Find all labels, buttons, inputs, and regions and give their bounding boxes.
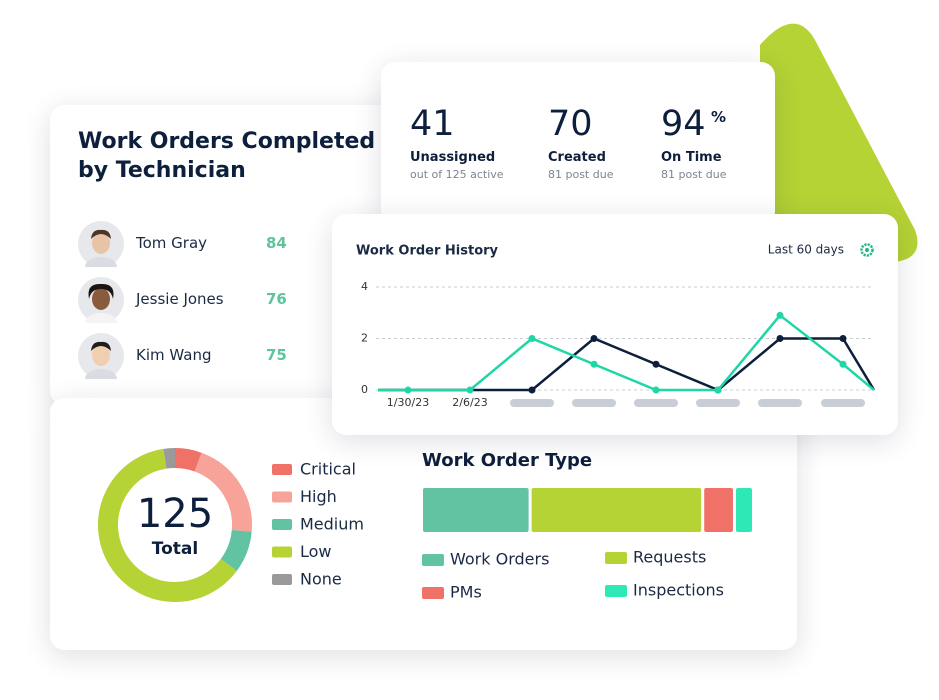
x-tick-label: 1/30/23 bbox=[387, 396, 429, 409]
data-point bbox=[466, 386, 474, 394]
data-point bbox=[714, 386, 722, 394]
stat-value: 41 bbox=[410, 104, 455, 144]
history-card: Work Order History Last 60 days 0 2 4 1/30/23… bbox=[332, 214, 898, 435]
stat-label: Unassigned bbox=[410, 150, 496, 165]
avatar-face bbox=[92, 344, 110, 366]
type-segment bbox=[736, 488, 752, 532]
stat-sub: out of 125 active bbox=[410, 168, 504, 181]
avatar bbox=[78, 277, 124, 323]
donut-segment bbox=[163, 448, 176, 469]
stat-unit: % bbox=[711, 108, 727, 126]
avatar-body bbox=[85, 257, 117, 267]
stat-label: On Time bbox=[661, 150, 722, 165]
data-point bbox=[590, 335, 598, 342]
y-tick-label: 2 bbox=[361, 332, 368, 345]
technician-name: Jessie Jones bbox=[136, 290, 224, 308]
avatar-hair bbox=[88, 283, 114, 299]
stat-sub: 81 post due bbox=[661, 168, 727, 181]
section-title: Work Order Type bbox=[422, 450, 593, 471]
label-placeholder bbox=[696, 399, 740, 407]
data-point bbox=[776, 311, 784, 319]
y-tick-label: 4 bbox=[361, 280, 368, 293]
data-point bbox=[839, 335, 847, 342]
data-point bbox=[404, 386, 412, 394]
data-point bbox=[528, 335, 536, 342]
legend-swatch bbox=[272, 464, 292, 475]
data-point bbox=[652, 360, 660, 368]
type-chart: Work Orders Requests PMs Inspections bbox=[422, 488, 752, 602]
avatar bbox=[78, 221, 124, 267]
avatar-face bbox=[92, 288, 110, 310]
stat-value: 70 bbox=[548, 104, 593, 144]
legend-label: Requests bbox=[633, 548, 706, 567]
label-placeholder bbox=[821, 399, 865, 407]
settings-icon[interactable] bbox=[860, 243, 874, 257]
legend-label: PMs bbox=[450, 583, 482, 602]
stat-value: 94 bbox=[661, 104, 706, 144]
series-line bbox=[378, 313, 875, 392]
donut-total-label: Total bbox=[152, 539, 198, 559]
donut-total: 125 bbox=[137, 491, 213, 537]
legend-swatch bbox=[272, 519, 292, 530]
label-placeholder bbox=[758, 399, 802, 407]
legend-swatch bbox=[272, 546, 292, 558]
label-placeholder bbox=[634, 399, 678, 407]
avatar-face bbox=[92, 232, 110, 254]
legend-swatch bbox=[272, 574, 292, 585]
legend-swatch bbox=[605, 552, 627, 564]
technician-count: 76 bbox=[266, 290, 287, 308]
technician-count: 75 bbox=[266, 346, 287, 364]
avatar bbox=[78, 333, 124, 379]
legend-swatch bbox=[422, 587, 444, 599]
series-line bbox=[378, 337, 876, 392]
donut-segment bbox=[98, 448, 237, 602]
legend-label: Work Orders bbox=[450, 550, 549, 569]
stat-label: Created bbox=[548, 150, 606, 165]
data-point bbox=[652, 386, 660, 394]
gear-outer bbox=[860, 243, 874, 257]
x-tick-label: 2/6/23 bbox=[452, 396, 487, 409]
legend-label: High bbox=[300, 487, 337, 506]
data-point bbox=[776, 335, 784, 342]
type-segment bbox=[423, 488, 529, 532]
legend-label: Low bbox=[300, 542, 332, 561]
stat-sub: 81 post due bbox=[548, 168, 614, 181]
stats-card: 41 Unassigned out of 125 active 70 Created 81… bbox=[381, 62, 775, 225]
data-point bbox=[528, 386, 536, 394]
legend-label: Inspections bbox=[633, 581, 724, 600]
range-label: Last 60 days bbox=[768, 243, 844, 257]
summary-card: Critical High Medium Low None 125 Total Work O… bbox=[50, 398, 797, 650]
avatar-body bbox=[85, 313, 117, 323]
label-placeholder bbox=[510, 399, 554, 407]
legend-swatch bbox=[422, 554, 444, 566]
type-segment bbox=[704, 488, 733, 532]
technician-count: 84 bbox=[266, 234, 287, 252]
chart-title: Work Order History bbox=[356, 244, 499, 259]
data-point bbox=[590, 360, 598, 368]
donut-segment bbox=[194, 452, 252, 532]
avatar-hair bbox=[91, 341, 111, 351]
gear-inner bbox=[865, 248, 869, 252]
data-point bbox=[839, 360, 847, 368]
legend-swatch bbox=[605, 585, 627, 597]
label-placeholder bbox=[572, 399, 616, 407]
legend-label: Critical bbox=[300, 460, 356, 479]
donut-segment bbox=[220, 529, 252, 572]
legend-label: Medium bbox=[300, 515, 364, 534]
technician-name: Tom Gray bbox=[136, 234, 208, 252]
avatar-body bbox=[85, 369, 117, 379]
avatar-hair bbox=[91, 229, 111, 239]
y-tick-label: 0 bbox=[361, 383, 368, 396]
card-title: Work Orders Completed by Technician bbox=[78, 129, 376, 183]
technician-name: Kim Wang bbox=[136, 346, 212, 364]
legend-swatch bbox=[272, 491, 292, 503]
legend-label: None bbox=[300, 570, 342, 589]
type-segment bbox=[531, 488, 702, 532]
donut-segment bbox=[174, 448, 202, 472]
history-chart: Work Order History Last 60 days 0 2 4 1/30/23… bbox=[356, 243, 876, 409]
